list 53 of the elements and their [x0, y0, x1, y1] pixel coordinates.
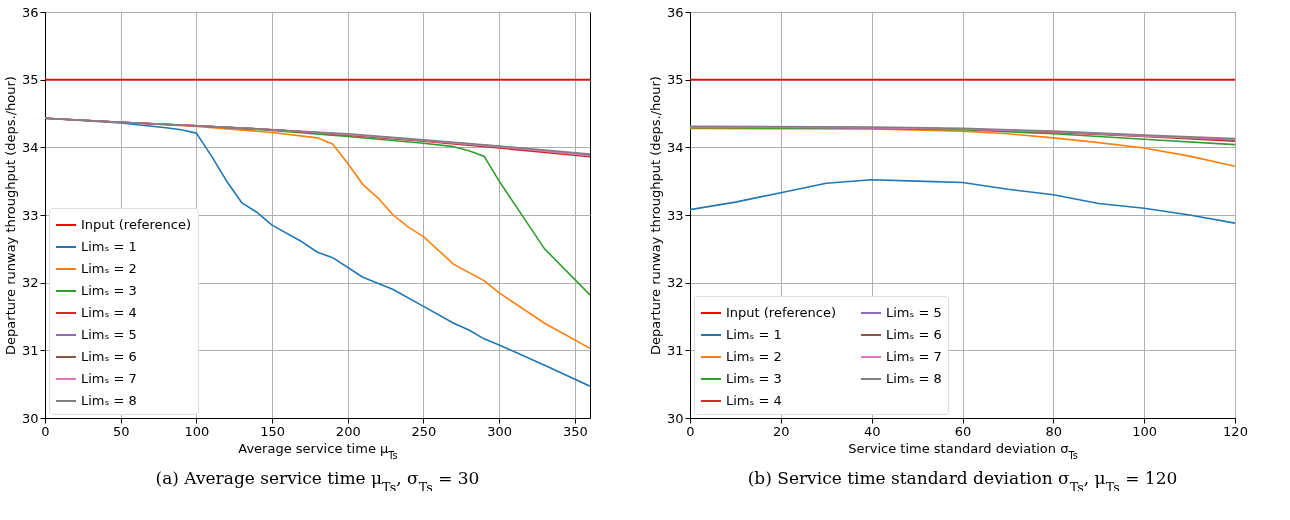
x-tick-label: 50 [112, 423, 130, 439]
x-tick-label: 150 [260, 423, 285, 439]
x-tick-label: 100 [184, 423, 210, 439]
y-tick-label: 32 [21, 275, 39, 291]
legend-label: Limₛ = 6 [81, 349, 137, 364]
y-axis-title: Departure runway throughput (deps./hour) [2, 76, 18, 355]
x-axis-title: Average service time μ$_{Ts}$ [238, 440, 398, 460]
y-tick-label: 31 [21, 342, 39, 358]
x-tick-label: 80 [1045, 423, 1063, 439]
x-tick-label: 300 [487, 423, 513, 439]
y-tick-label: 31 [666, 342, 684, 358]
x-tick-label: 350 [562, 423, 588, 439]
legend-label: Limₛ = 3 [81, 283, 137, 298]
x-tick-label: 0 [686, 423, 695, 439]
y-tick-label: 34 [666, 139, 684, 155]
legend-label: Limₛ = 1 [81, 239, 137, 254]
y-tick-label: 36 [21, 4, 39, 20]
y-tick-label: 30 [666, 410, 684, 426]
x-tick-label: 0 [41, 423, 50, 439]
y-tick-label: 30 [21, 410, 39, 426]
y-axis-title: Departure runway throughput (deps./hour) [647, 76, 663, 355]
y-tick-label: 34 [21, 139, 39, 155]
legend-label: Limₛ = 1 [726, 327, 782, 342]
y-tick-label: 33 [21, 207, 39, 223]
x-tick-label: 60 [954, 423, 972, 439]
legend-label: Input (reference) [726, 305, 837, 320]
x-axis-title: Service time standard deviation σ$_{Ts}$ [848, 440, 1078, 460]
x-tick-label: 20 [773, 423, 790, 439]
x-tick-label: 120 [1223, 423, 1248, 439]
y-tick-label: 35 [666, 72, 684, 88]
legend-label: Input (reference) [81, 217, 192, 232]
legend-label: Limₛ = 2 [726, 349, 782, 364]
x-tick-label: 200 [335, 423, 361, 439]
text: (b) Service time standard deviation σ$_{Ts}$, μ$_{Ts}$ = 120 [747, 468, 1178, 495]
legend-label: Limₛ = 5 [886, 305, 942, 320]
y-tick-label: 32 [666, 275, 684, 291]
y-tick-label: 33 [666, 207, 684, 223]
legend-label: Limₛ = 2 [81, 261, 137, 276]
legend-label: Limₛ = 8 [886, 371, 942, 386]
x-tick-label: 250 [411, 423, 437, 439]
legend-label: Limₛ = 7 [81, 371, 137, 386]
legend-label: Limₛ = 4 [81, 305, 137, 320]
legend-label: Limₛ = 7 [886, 349, 942, 364]
y-tick-label: 35 [21, 72, 39, 88]
y-tick-label: 36 [666, 4, 684, 20]
legend-label: Limₛ = 3 [726, 371, 782, 386]
x-tick-label: 100 [1132, 423, 1158, 439]
legend-label: Limₛ = 8 [81, 393, 137, 408]
legend-label: Limₛ = 6 [886, 327, 942, 342]
legend-label: Limₛ = 4 [726, 393, 782, 408]
text: (a) Average service time μ$_{Ts}$, σ$_{Ts}$ = 30 [155, 468, 480, 495]
legend-label: Limₛ = 5 [81, 327, 137, 342]
x-tick-label: 40 [863, 423, 881, 439]
